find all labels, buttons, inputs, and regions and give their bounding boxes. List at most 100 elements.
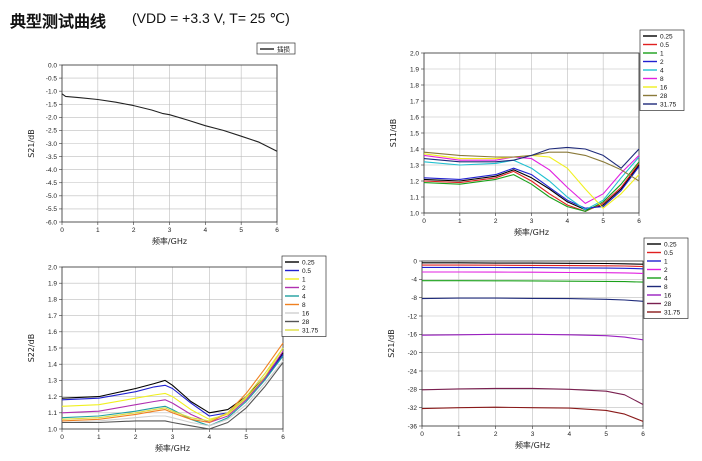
y-tick-label: 1.0: [410, 210, 419, 217]
x-tick-label: 5: [239, 227, 243, 234]
y-tick-label: -6.0: [46, 219, 58, 226]
x-axis-label: 频率/GHz: [515, 440, 550, 450]
legend-label: 28: [664, 301, 672, 308]
series-line-0.5: [423, 163, 640, 212]
test-condition: (VDD = +3.3 V, T= 25 ℃): [132, 10, 290, 26]
y-tick-label: 1.5: [48, 345, 57, 352]
series-line-2: [61, 350, 284, 424]
x-tick-label: 6: [275, 227, 279, 234]
series-line-28: [423, 151, 640, 182]
y-tick-label: 1.7: [410, 98, 419, 105]
series-line-4: [422, 280, 644, 283]
y-tick-label: -16: [408, 332, 418, 339]
x-tick-label: 1: [457, 431, 461, 438]
y-tick-label: -5.5: [46, 206, 58, 213]
legend-label: 16: [664, 292, 672, 299]
legend-label: 0.5: [664, 250, 673, 257]
series-line-2: [422, 271, 644, 274]
x-tick-label: 3: [530, 218, 534, 225]
legend-label: 0.25: [664, 241, 677, 248]
y-tick-label: -5.0: [46, 193, 58, 200]
series-line-0.25: [422, 262, 644, 265]
x-tick-label: 6: [641, 431, 645, 438]
legend-label: 4: [302, 293, 306, 300]
x-tick-label: 5: [604, 431, 608, 438]
legend-label: 2: [664, 267, 668, 274]
x-tick-label: 4: [566, 218, 570, 225]
legend-label: 28: [660, 93, 668, 100]
y-tick-label: -1.0: [46, 88, 58, 95]
legend-label: 1: [664, 258, 668, 265]
x-tick-label: 1: [97, 434, 101, 441]
y-tick-label: -2.0: [46, 115, 58, 122]
series-line-1: [422, 266, 644, 270]
y-tick-label: 1.9: [410, 66, 419, 73]
y-tick-label: -20: [408, 350, 418, 357]
x-tick-label: 6: [637, 218, 641, 225]
series-line-8: [423, 154, 640, 204]
y-tick-label: 1.1: [48, 410, 57, 417]
y-tick-label: 1.9: [48, 281, 57, 288]
x-tick-label: 4: [568, 431, 572, 438]
x-tick-label: 0: [60, 434, 64, 441]
series-line-31.75: [61, 347, 284, 422]
y-tick-label: -0.5: [46, 75, 58, 82]
x-tick-label: 2: [494, 218, 498, 225]
legend-label: 31.75: [660, 101, 677, 108]
y-tick-label: -2.5: [46, 128, 58, 135]
plot-frame: [423, 52, 640, 214]
legend-label: 31.75: [302, 327, 319, 334]
x-tick-label: 6: [281, 434, 285, 441]
legend-label: 1: [302, 276, 306, 283]
x-tick-label: 0: [420, 431, 424, 438]
page-title: 典型测试曲线: [10, 12, 107, 31]
series-line-16: [61, 360, 284, 427]
y-tick-label: 1.7: [48, 313, 57, 320]
x-tick-label: 4: [208, 434, 212, 441]
y-axis-label: S21/dB: [27, 129, 36, 158]
series-line-16: [421, 333, 644, 341]
legend-box: [256, 42, 296, 55]
legend-label: 0.25: [302, 259, 315, 266]
chart-s21-attenuation: 0 1 2 3 4 5 6 -36 -32 -28 -24 -20 -16 -12 -8 -4 0 频率/GHz S…: [387, 237, 689, 450]
plot-frame: [421, 260, 644, 427]
y-tick-label: 0.0: [48, 62, 57, 69]
y-tick-label: 1.5: [410, 130, 419, 137]
legend-label: 2: [302, 285, 306, 292]
y-tick-label: 1.4: [410, 146, 419, 153]
legend-label: 插损: [277, 44, 291, 53]
legend-label: 31.75: [664, 309, 681, 316]
y-tick-label: -3.5: [46, 154, 58, 161]
y-tick-label: -12: [408, 313, 418, 320]
chart-s22: 0 1 2 3 4 5 6 1.0 1.1 1.2 1.3 1.4 1.5 1.6 1.7 1.8 1.9 2.0…: [27, 255, 327, 453]
y-tick-label: 1.8: [410, 82, 419, 89]
series-line-31.75: [421, 406, 644, 422]
series-line-16: [423, 153, 640, 209]
x-tick-label: 3: [531, 431, 535, 438]
y-tick-label: 1.4: [48, 362, 57, 369]
y-axis-label: S21/dB: [387, 329, 396, 358]
y-tick-label: 1.3: [410, 162, 419, 169]
x-tick-label: 5: [244, 434, 248, 441]
y-tick-label: 1.2: [410, 178, 419, 185]
series-line-0.5: [422, 264, 644, 268]
series-line-1: [423, 161, 640, 212]
series-line-插损: [61, 93, 278, 152]
series-line-0.25: [423, 164, 640, 211]
series-line-1: [61, 347, 284, 420]
legend-label: 0.5: [660, 42, 669, 49]
legend-label: 4: [664, 275, 668, 282]
series-line-4: [423, 156, 640, 211]
y-axis-label: S11/dB: [389, 119, 398, 148]
legend-label: 16: [302, 310, 310, 317]
series-line-28: [62, 362, 284, 430]
series-line-28: [421, 387, 644, 405]
series-line-2: [423, 166, 640, 209]
y-tick-label: 0: [413, 258, 417, 265]
chart-s21-insertion-loss: 0 1 2 3 4 5 6 -6.0 -5.5 -5.0 -4.5 -4.0 -3.5 -3.0 -2.5 -…: [27, 42, 296, 246]
x-axis-label: 频率/GHz: [514, 227, 549, 237]
y-tick-label: 1.6: [410, 114, 419, 121]
legend-label: 8: [660, 76, 664, 83]
y-axis-label: S22/dB: [27, 334, 36, 363]
y-tick-label: 2.0: [48, 264, 57, 271]
